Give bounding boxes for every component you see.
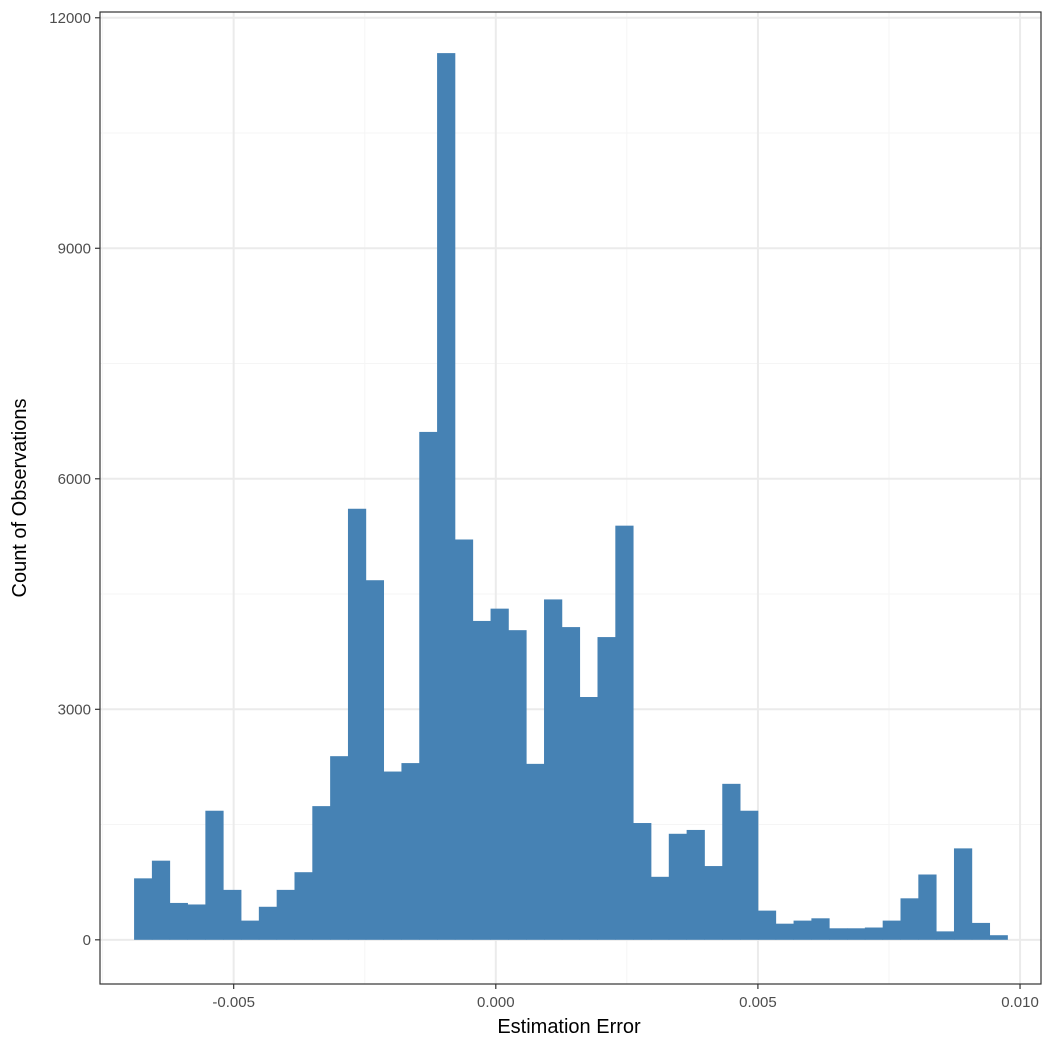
histogram-bar — [757, 910, 777, 940]
histogram-bar — [419, 431, 438, 940]
y-tick-label: 0 — [83, 932, 91, 949]
x-tick-label: -0.005 — [212, 994, 255, 1011]
axis-tick-labels: -0.005 0.000 0.005 0.010 0 3000 6000 9000 12000 — [49, 10, 1039, 1011]
histogram-bar — [900, 898, 919, 940]
y-tick-label: 9000 — [58, 240, 91, 257]
histogram-bar — [811, 918, 830, 940]
x-tick-label: 0.010 — [1001, 994, 1039, 1011]
histogram-bar — [740, 810, 759, 940]
histogram-bar — [347, 508, 367, 940]
histogram-bar — [864, 927, 884, 940]
histogram-bar — [544, 599, 563, 940]
histogram-bar — [918, 874, 937, 940]
histogram-bar — [704, 866, 723, 940]
histogram-bar — [686, 829, 705, 940]
histogram-bar — [472, 620, 491, 940]
histogram-bar — [989, 935, 1008, 940]
histogram-bars — [134, 53, 1008, 940]
histogram-bar — [187, 904, 206, 940]
histogram-bar — [401, 763, 420, 940]
histogram-bar — [561, 627, 581, 940]
histogram-bar — [597, 637, 616, 940]
histogram-bar — [454, 539, 474, 940]
histogram-bar — [383, 771, 402, 940]
axis-ticks — [95, 17, 1021, 989]
x-axis-title: Estimation Error — [497, 1016, 641, 1038]
histogram-bar — [668, 833, 688, 940]
histogram-bar — [205, 810, 224, 940]
histogram-bar — [722, 783, 741, 940]
y-tick-label: 3000 — [58, 701, 91, 718]
histogram-bar — [847, 928, 866, 940]
histogram-bar — [151, 860, 171, 940]
histogram-bar — [312, 806, 331, 940]
histogram-bar — [526, 763, 545, 940]
histogram-bar — [775, 923, 794, 940]
histogram-bar — [829, 928, 848, 940]
histogram-bar — [241, 920, 260, 940]
histogram-bar — [615, 525, 634, 940]
histogram-bar — [330, 756, 349, 940]
histogram-bar — [650, 876, 670, 940]
histogram-bar — [276, 889, 295, 940]
histogram-bar — [953, 848, 973, 940]
histogram-bar — [294, 872, 313, 940]
x-tick-label: 0.005 — [739, 994, 777, 1011]
histogram-bar — [882, 920, 901, 940]
histogram-bar — [793, 920, 812, 940]
histogram-bar — [223, 889, 242, 940]
histogram-bar — [437, 53, 456, 940]
x-tick-label: 0.000 — [477, 994, 515, 1011]
histogram-bar — [579, 697, 598, 940]
y-tick-label: 6000 — [58, 471, 91, 488]
panel-border — [99, 11, 1042, 985]
y-tick-label: 12000 — [49, 10, 91, 27]
histogram-bar — [169, 902, 188, 940]
histogram-bar — [134, 878, 153, 940]
histogram-bar — [633, 823, 652, 940]
histogram-bar — [365, 580, 385, 940]
histogram-bar — [936, 931, 955, 940]
histogram-bar — [258, 906, 278, 940]
histogram-bar — [508, 630, 527, 940]
histogram-bar — [490, 608, 509, 940]
y-axis-title: Count of Observations — [9, 399, 31, 598]
histogram-bar — [971, 922, 991, 940]
